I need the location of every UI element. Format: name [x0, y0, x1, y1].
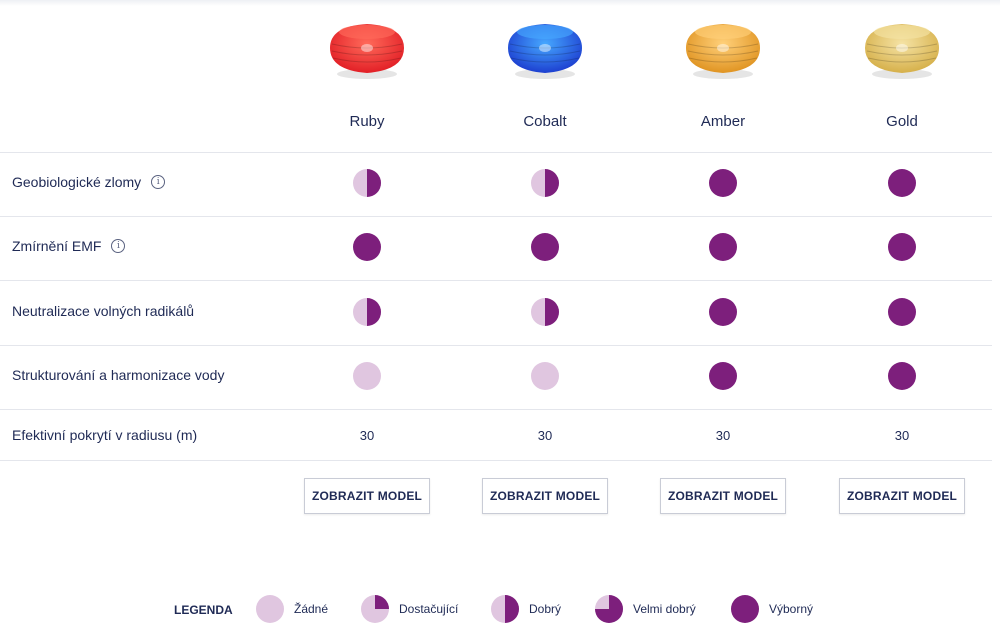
- product-name: Ruby: [349, 113, 385, 130]
- rating-indicator: [709, 233, 737, 261]
- info-icon[interactable]: [151, 175, 166, 189]
- rating-indicator: [888, 362, 916, 390]
- rating-indicator: [888, 233, 916, 261]
- view-model-button-amber[interactable]: ZOBRAZIT MODEL: [660, 478, 786, 514]
- product-image-ruby[interactable]: [324, 18, 410, 80]
- rating-indicator: [353, 362, 381, 390]
- view-model-button-ruby[interactable]: ZOBRAZIT MODEL: [304, 478, 430, 514]
- product-column-gold: Gold: [813, 0, 991, 150]
- legend-item: Žádné: [256, 595, 328, 623]
- feature-label-text: Zmírnění EMF: [12, 238, 102, 254]
- rating-indicator: [709, 169, 737, 197]
- legend-rating-icon: [595, 595, 623, 623]
- rating-indicator: [888, 169, 916, 197]
- legend-rating-icon: [256, 595, 284, 623]
- product-name: Cobalt: [523, 113, 567, 130]
- rating-indicator: [531, 169, 559, 197]
- product-column-amber: Amber: [634, 0, 812, 150]
- feature-label: Zmírnění EMF: [12, 238, 126, 254]
- rating-indicator: [709, 362, 737, 390]
- rating-indicator: [531, 298, 559, 326]
- legend-label: Žádné: [294, 602, 329, 616]
- view-model-button-gold[interactable]: ZOBRAZIT MODEL: [839, 478, 965, 514]
- row-divider: [0, 460, 992, 461]
- legend-rating-icon: [361, 595, 389, 623]
- row-divider: [0, 216, 992, 217]
- legend-title: LEGENDA: [174, 603, 233, 617]
- product-column-ruby: Ruby: [278, 0, 456, 150]
- legend-item: Dobrý: [491, 595, 561, 623]
- row-divider: [0, 152, 992, 153]
- top-shadow-bar: [0, 0, 1000, 6]
- rating-indicator: [531, 233, 559, 261]
- rating-indicator: [531, 362, 559, 390]
- legend-label: Dostačující: [399, 602, 459, 616]
- coverage-value: 30: [715, 428, 731, 443]
- coverage-value: 30: [537, 428, 553, 443]
- product-name: Amber: [700, 113, 746, 130]
- rating-indicator: [709, 298, 737, 326]
- info-icon[interactable]: [111, 239, 126, 253]
- view-model-button-cobalt[interactable]: ZOBRAZIT MODEL: [482, 478, 608, 514]
- feature-label-text: Geobiologické zlomy: [12, 174, 142, 190]
- legend-item: Velmi dobrý: [595, 595, 696, 623]
- legend-label: Výborný: [769, 602, 814, 616]
- feature-label-text: Strukturování a harmonizace vody: [12, 367, 225, 383]
- legend: LEGENDA Žádné Dostačující Dobrý Velmi dobrý…: [0, 594, 1000, 624]
- legend-rating-icon: [491, 595, 519, 623]
- feature-label: Strukturování a harmonizace vody: [12, 367, 224, 383]
- legend-item: Dostačující: [361, 595, 458, 623]
- legend-item: Výborný: [731, 595, 813, 623]
- product-image-cobalt[interactable]: [502, 18, 588, 80]
- legend-label: Velmi dobrý: [633, 602, 696, 616]
- coverage-value: 30: [359, 428, 375, 443]
- row-divider: [0, 409, 992, 410]
- row-divider: [0, 345, 992, 346]
- row-divider: [0, 280, 992, 281]
- rating-indicator: [353, 169, 381, 197]
- legend-rating-icon: [731, 595, 759, 623]
- feature-label-text: Neutralizace volných radikálů: [12, 303, 195, 319]
- coverage-label: Efektivní pokrytí v radiusu (m): [12, 427, 198, 443]
- rating-indicator: [888, 298, 916, 326]
- product-name: Gold: [886, 113, 918, 130]
- legend-label: Dobrý: [529, 602, 562, 616]
- feature-label: Neutralizace volných radikálů: [12, 303, 194, 319]
- feature-label: Geobiologické zlomy: [12, 174, 166, 190]
- rating-indicator: [353, 298, 381, 326]
- rating-indicator: [353, 233, 381, 261]
- product-image-gold[interactable]: [859, 18, 945, 80]
- product-image-amber[interactable]: [680, 18, 766, 80]
- product-column-cobalt: Cobalt: [456, 0, 634, 150]
- coverage-value: 30: [894, 428, 910, 443]
